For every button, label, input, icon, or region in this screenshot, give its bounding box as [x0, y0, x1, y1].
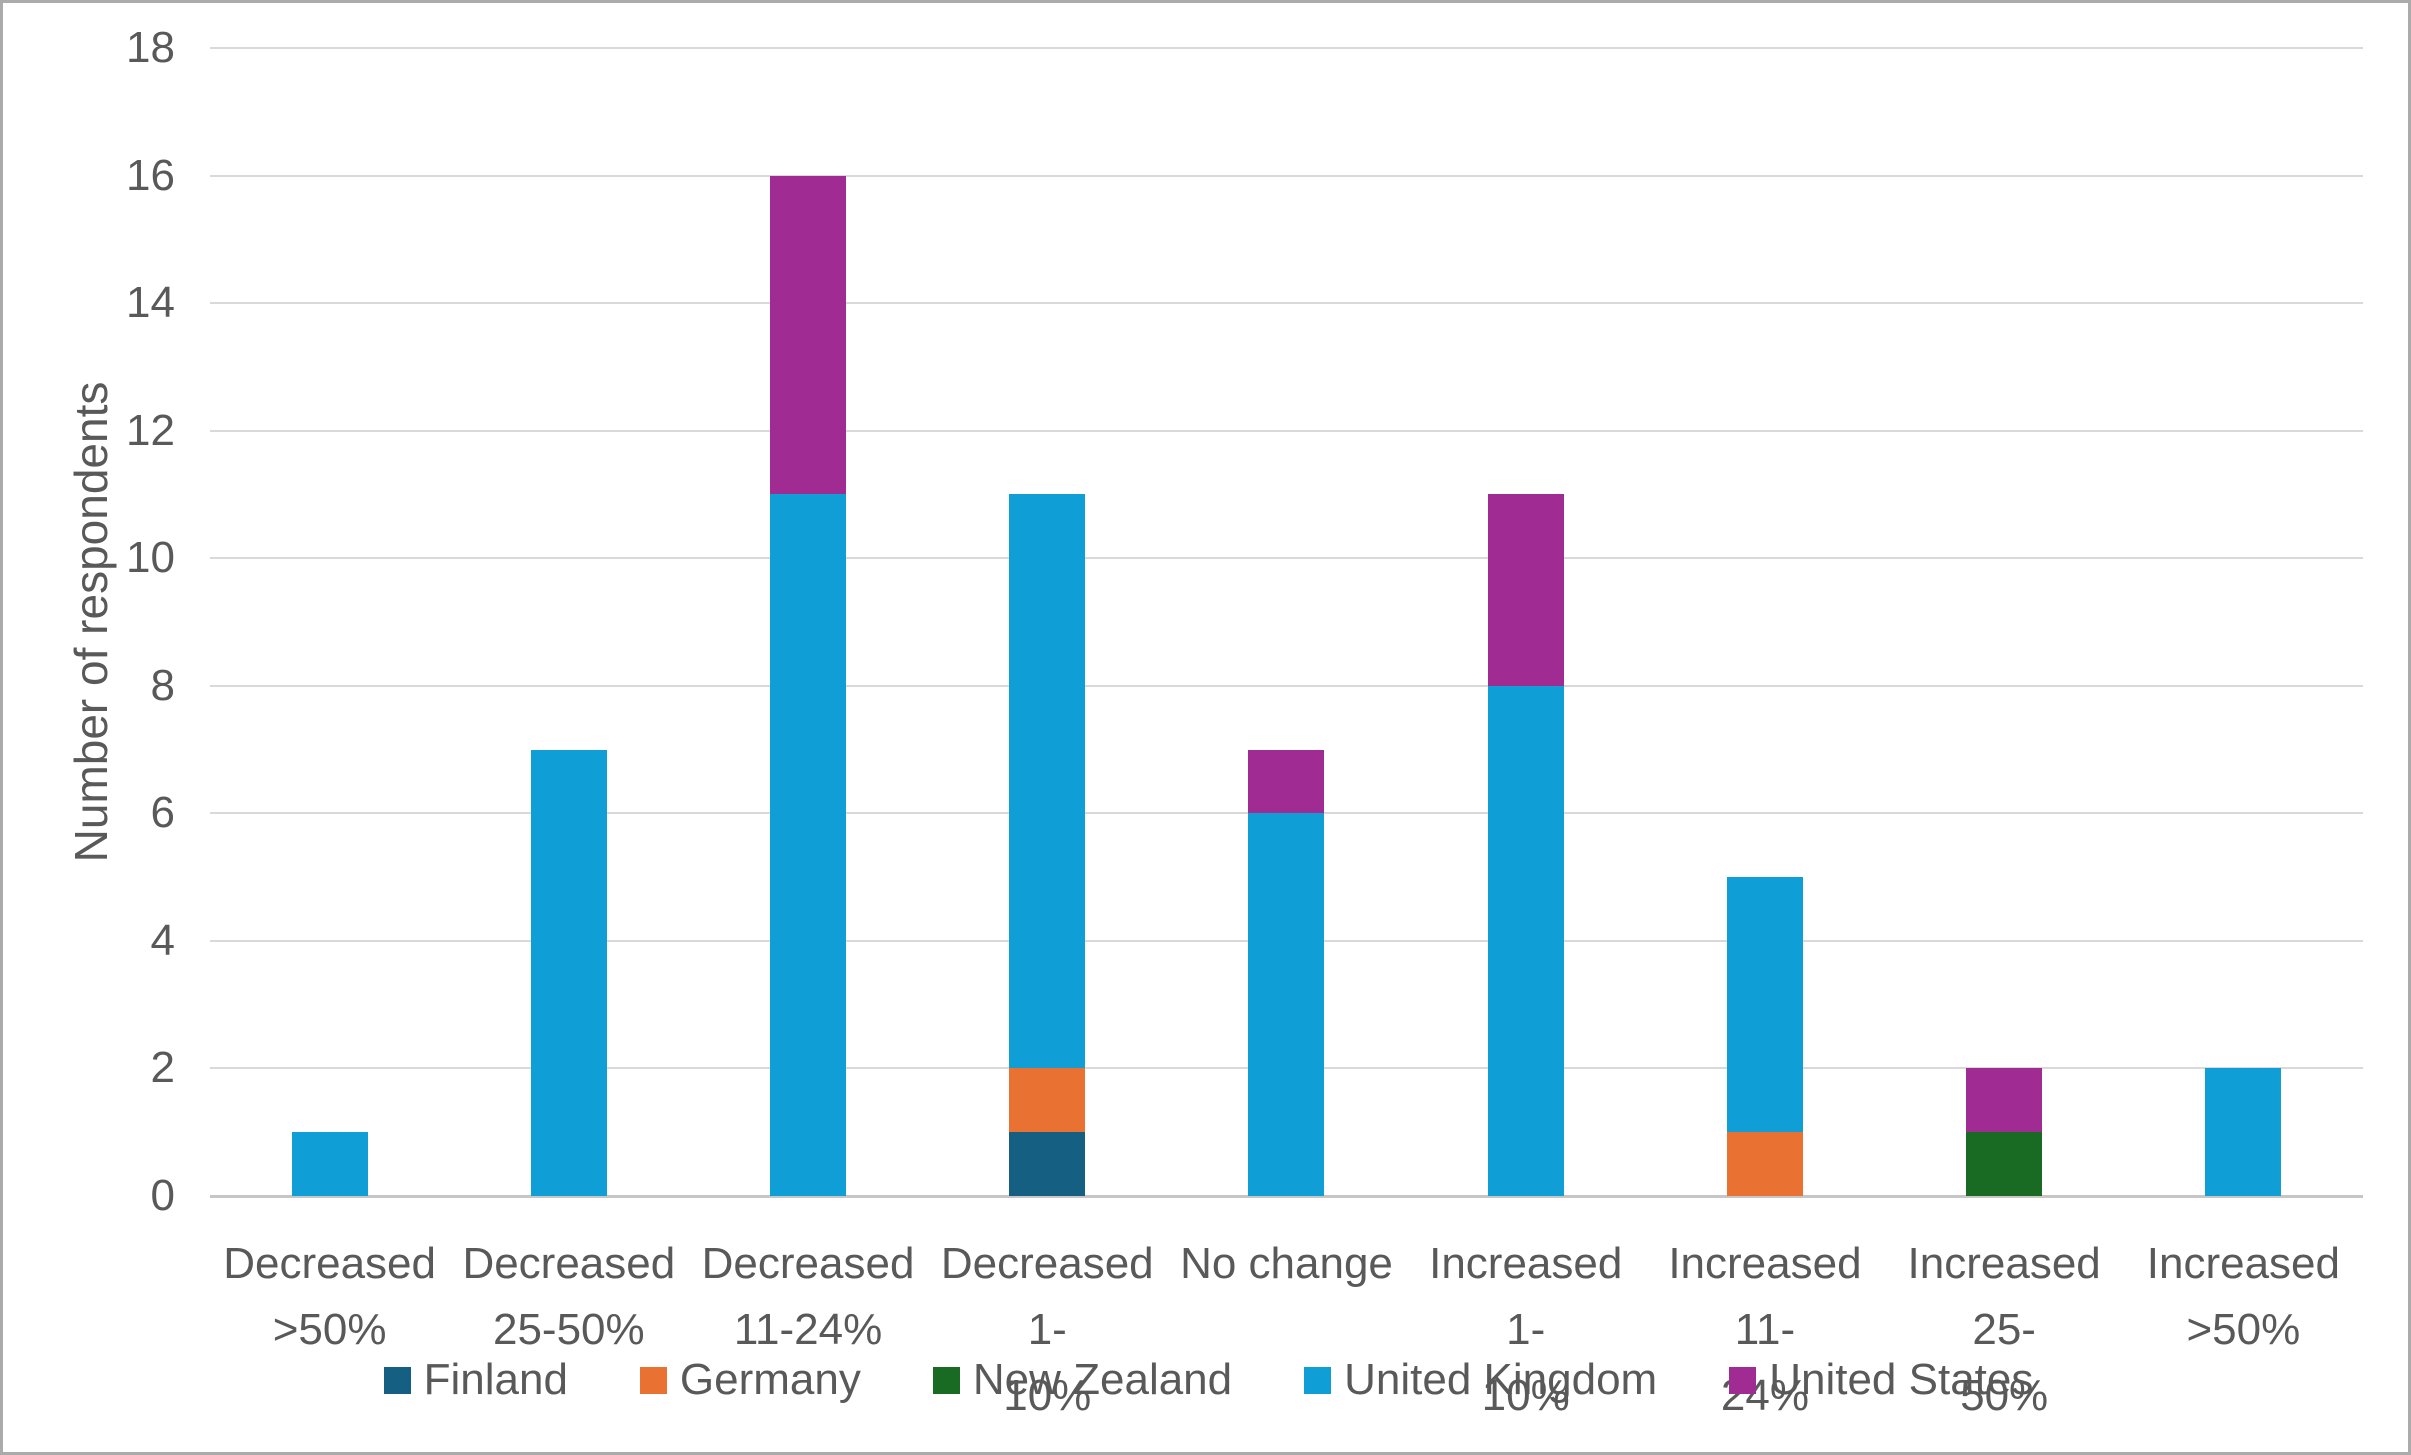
- legend-swatch-icon: [383, 1366, 411, 1394]
- bar-segment-united-states: [1487, 494, 1564, 686]
- gridline: [210, 174, 2363, 177]
- legend-label: New Zealand: [972, 1355, 1233, 1404]
- bar-segment-united-kingdom: [1248, 813, 1325, 1196]
- bar-stack-increased-1-10: [1487, 494, 1564, 1196]
- legend-label: Germany: [679, 1355, 861, 1404]
- bar-segment-finland: [1009, 1132, 1086, 1196]
- legend-swatch-icon: [932, 1366, 960, 1394]
- bar-stack-increased-11-24: [1726, 877, 1803, 1196]
- legend-item-united-kingdom: United Kingdom: [1304, 1355, 1657, 1405]
- legend-swatch-icon: [1729, 1366, 1757, 1394]
- bar-segment-united-states: [1966, 1068, 2043, 1133]
- x-axis-line: [210, 1195, 2363, 1198]
- bar-stack-increased-50: [2205, 1068, 2282, 1196]
- x-axis-category-label: Decreased 11-24%: [701, 1239, 915, 1354]
- legend: Finland Germany New Zealand United Kingdom U…: [3, 1355, 2408, 1405]
- y-axis-tick-label: 12: [126, 405, 175, 455]
- bar-segment-united-kingdom: [1726, 877, 1803, 1133]
- legend-item-germany: Germany: [639, 1355, 861, 1405]
- y-axis-tick-label: 18: [126, 23, 175, 72]
- gridline: [210, 684, 2363, 687]
- bar-stack-decreased-25-50: [530, 749, 607, 1196]
- bar-stack-increased-25-50: [1966, 1068, 2043, 1196]
- bar-column-no-change: [1167, 48, 1406, 1196]
- gridline: [210, 47, 2363, 49]
- x-axis-category-label: Increased >50%: [2146, 1239, 2340, 1354]
- y-axis-tick-label: 10: [126, 533, 175, 583]
- bar-column-increased-1-10: [1406, 48, 1645, 1196]
- legend-item-united-states: United States: [1729, 1355, 2033, 1405]
- legend-label: United Kingdom: [1344, 1355, 1658, 1404]
- plot-area: [210, 47, 2363, 1198]
- bar-column-decreased-1-10: [928, 48, 1167, 1196]
- bar-segment-united-states: [1248, 749, 1325, 814]
- legend-item-new-zealand: New Zealand: [932, 1355, 1233, 1405]
- bar-segment-united-kingdom: [291, 1132, 368, 1196]
- bar-segment-united-kingdom: [770, 494, 847, 1196]
- bar-segment-new-zealand: [1966, 1132, 2043, 1196]
- y-axis-tick-label: 8: [150, 660, 175, 710]
- x-axis-category-label: No change: [1180, 1239, 1393, 1288]
- bar-stack-no-change: [1248, 749, 1325, 1196]
- bar-segment-united-kingdom: [530, 749, 607, 1196]
- bar-segment-united-kingdom: [2205, 1068, 2282, 1196]
- gridline: [210, 302, 2363, 305]
- legend-label: United States: [1769, 1355, 2034, 1404]
- y-axis-tick-label: 6: [150, 788, 175, 838]
- y-axis-tick-label: 0: [150, 1171, 175, 1220]
- bar-segment-germany: [1726, 1132, 1803, 1196]
- bar-column-decreased-50: [210, 48, 449, 1196]
- bar-segment-united-states: [770, 175, 847, 495]
- legend-swatch-icon: [639, 1366, 667, 1394]
- legend-label: Finland: [423, 1355, 568, 1404]
- x-axis-category-label: Decreased 25-50%: [462, 1239, 676, 1354]
- bar-column-decreased-11-24: [688, 48, 927, 1196]
- y-axis-tick-label: 2: [150, 1043, 175, 1093]
- y-axis-tick-label: 4: [150, 915, 175, 965]
- gridline: [210, 429, 2363, 432]
- gridline: [210, 557, 2363, 560]
- bar-segment-united-kingdom: [1009, 494, 1086, 1069]
- bar-column-increased-25-50: [1885, 48, 2124, 1196]
- legend-item-finland: Finland: [383, 1355, 568, 1405]
- legend-swatch-icon: [1304, 1366, 1332, 1394]
- bar-column-decreased-25-50: [449, 48, 688, 1196]
- bar-segment-germany: [1009, 1068, 1086, 1133]
- y-axis-tick-label: 16: [126, 150, 175, 200]
- bar-segment-united-kingdom: [1487, 685, 1564, 1196]
- y-axis-tick-label: 14: [126, 278, 175, 328]
- bar-stack-decreased-50: [291, 1132, 368, 1196]
- bar-stack-decreased-11-24: [770, 175, 847, 1196]
- bar-stack-decreased-1-10: [1009, 494, 1086, 1196]
- x-axis-category-label: Decreased >50%: [223, 1239, 436, 1354]
- bar-column-increased-50: [2124, 48, 2363, 1196]
- bar-column-increased-11-24: [1645, 48, 1884, 1196]
- y-axis-tick-labels: 0 2 4 6 8 10 12 14 16 18: [3, 3, 175, 1452]
